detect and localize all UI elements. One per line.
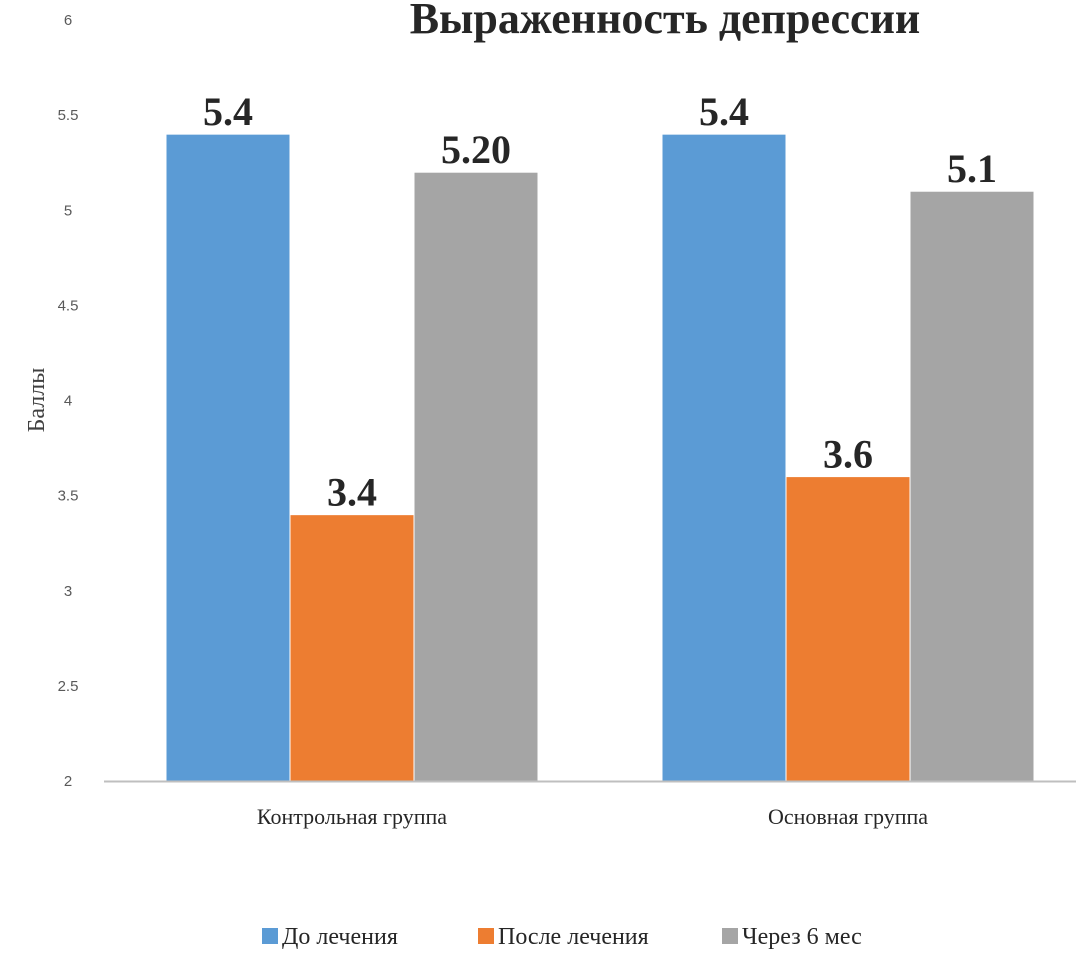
chart-title: Выраженность депрессии [410,0,921,43]
y-tick-label: 3.5 [58,488,79,505]
legend-swatch [262,928,278,944]
y-tick-label: 5.5 [58,107,79,124]
x-axis-categories: Контрольная группа Основная группа [257,804,928,829]
x-category-label: Контрольная группа [257,804,447,829]
bar [413,171,539,782]
bar [661,133,787,782]
data-labels: 5.4 3.4 5.20 5.4 3.6 5.1 [203,89,997,515]
legend-swatch [722,928,738,944]
legend: До лечения После лечения Через 6 мес [262,924,862,950]
legend-swatch [478,928,494,944]
data-label: 5.1 [947,146,997,191]
data-label: 3.6 [823,432,873,477]
y-axis-label: Баллы [24,368,50,433]
bar [785,476,911,782]
data-label: 5.4 [203,89,253,134]
data-label: 5.4 [699,89,749,134]
y-axis-ticks: 2 2.5 3 3.5 4 4.5 5 5.5 6 [58,12,79,790]
bars [165,133,1035,782]
bar [165,133,291,782]
y-tick-label: 4 [64,393,72,410]
legend-label: Через 6 мес [742,924,862,950]
data-label: 5.20 [441,127,511,172]
legend-label: До лечения [282,924,398,950]
y-tick-label: 5 [64,202,72,219]
data-label: 3.4 [327,470,377,515]
y-tick-label: 3 [64,583,72,600]
y-tick-label: 2.5 [58,678,79,695]
y-tick-label: 2 [64,773,72,790]
y-tick-label: 4.5 [58,297,79,314]
x-category-label: Основная группа [768,804,928,829]
legend-label: После лечения [498,924,649,950]
bar [289,514,415,782]
y-tick-label: 6 [64,12,72,29]
bar [909,190,1035,782]
